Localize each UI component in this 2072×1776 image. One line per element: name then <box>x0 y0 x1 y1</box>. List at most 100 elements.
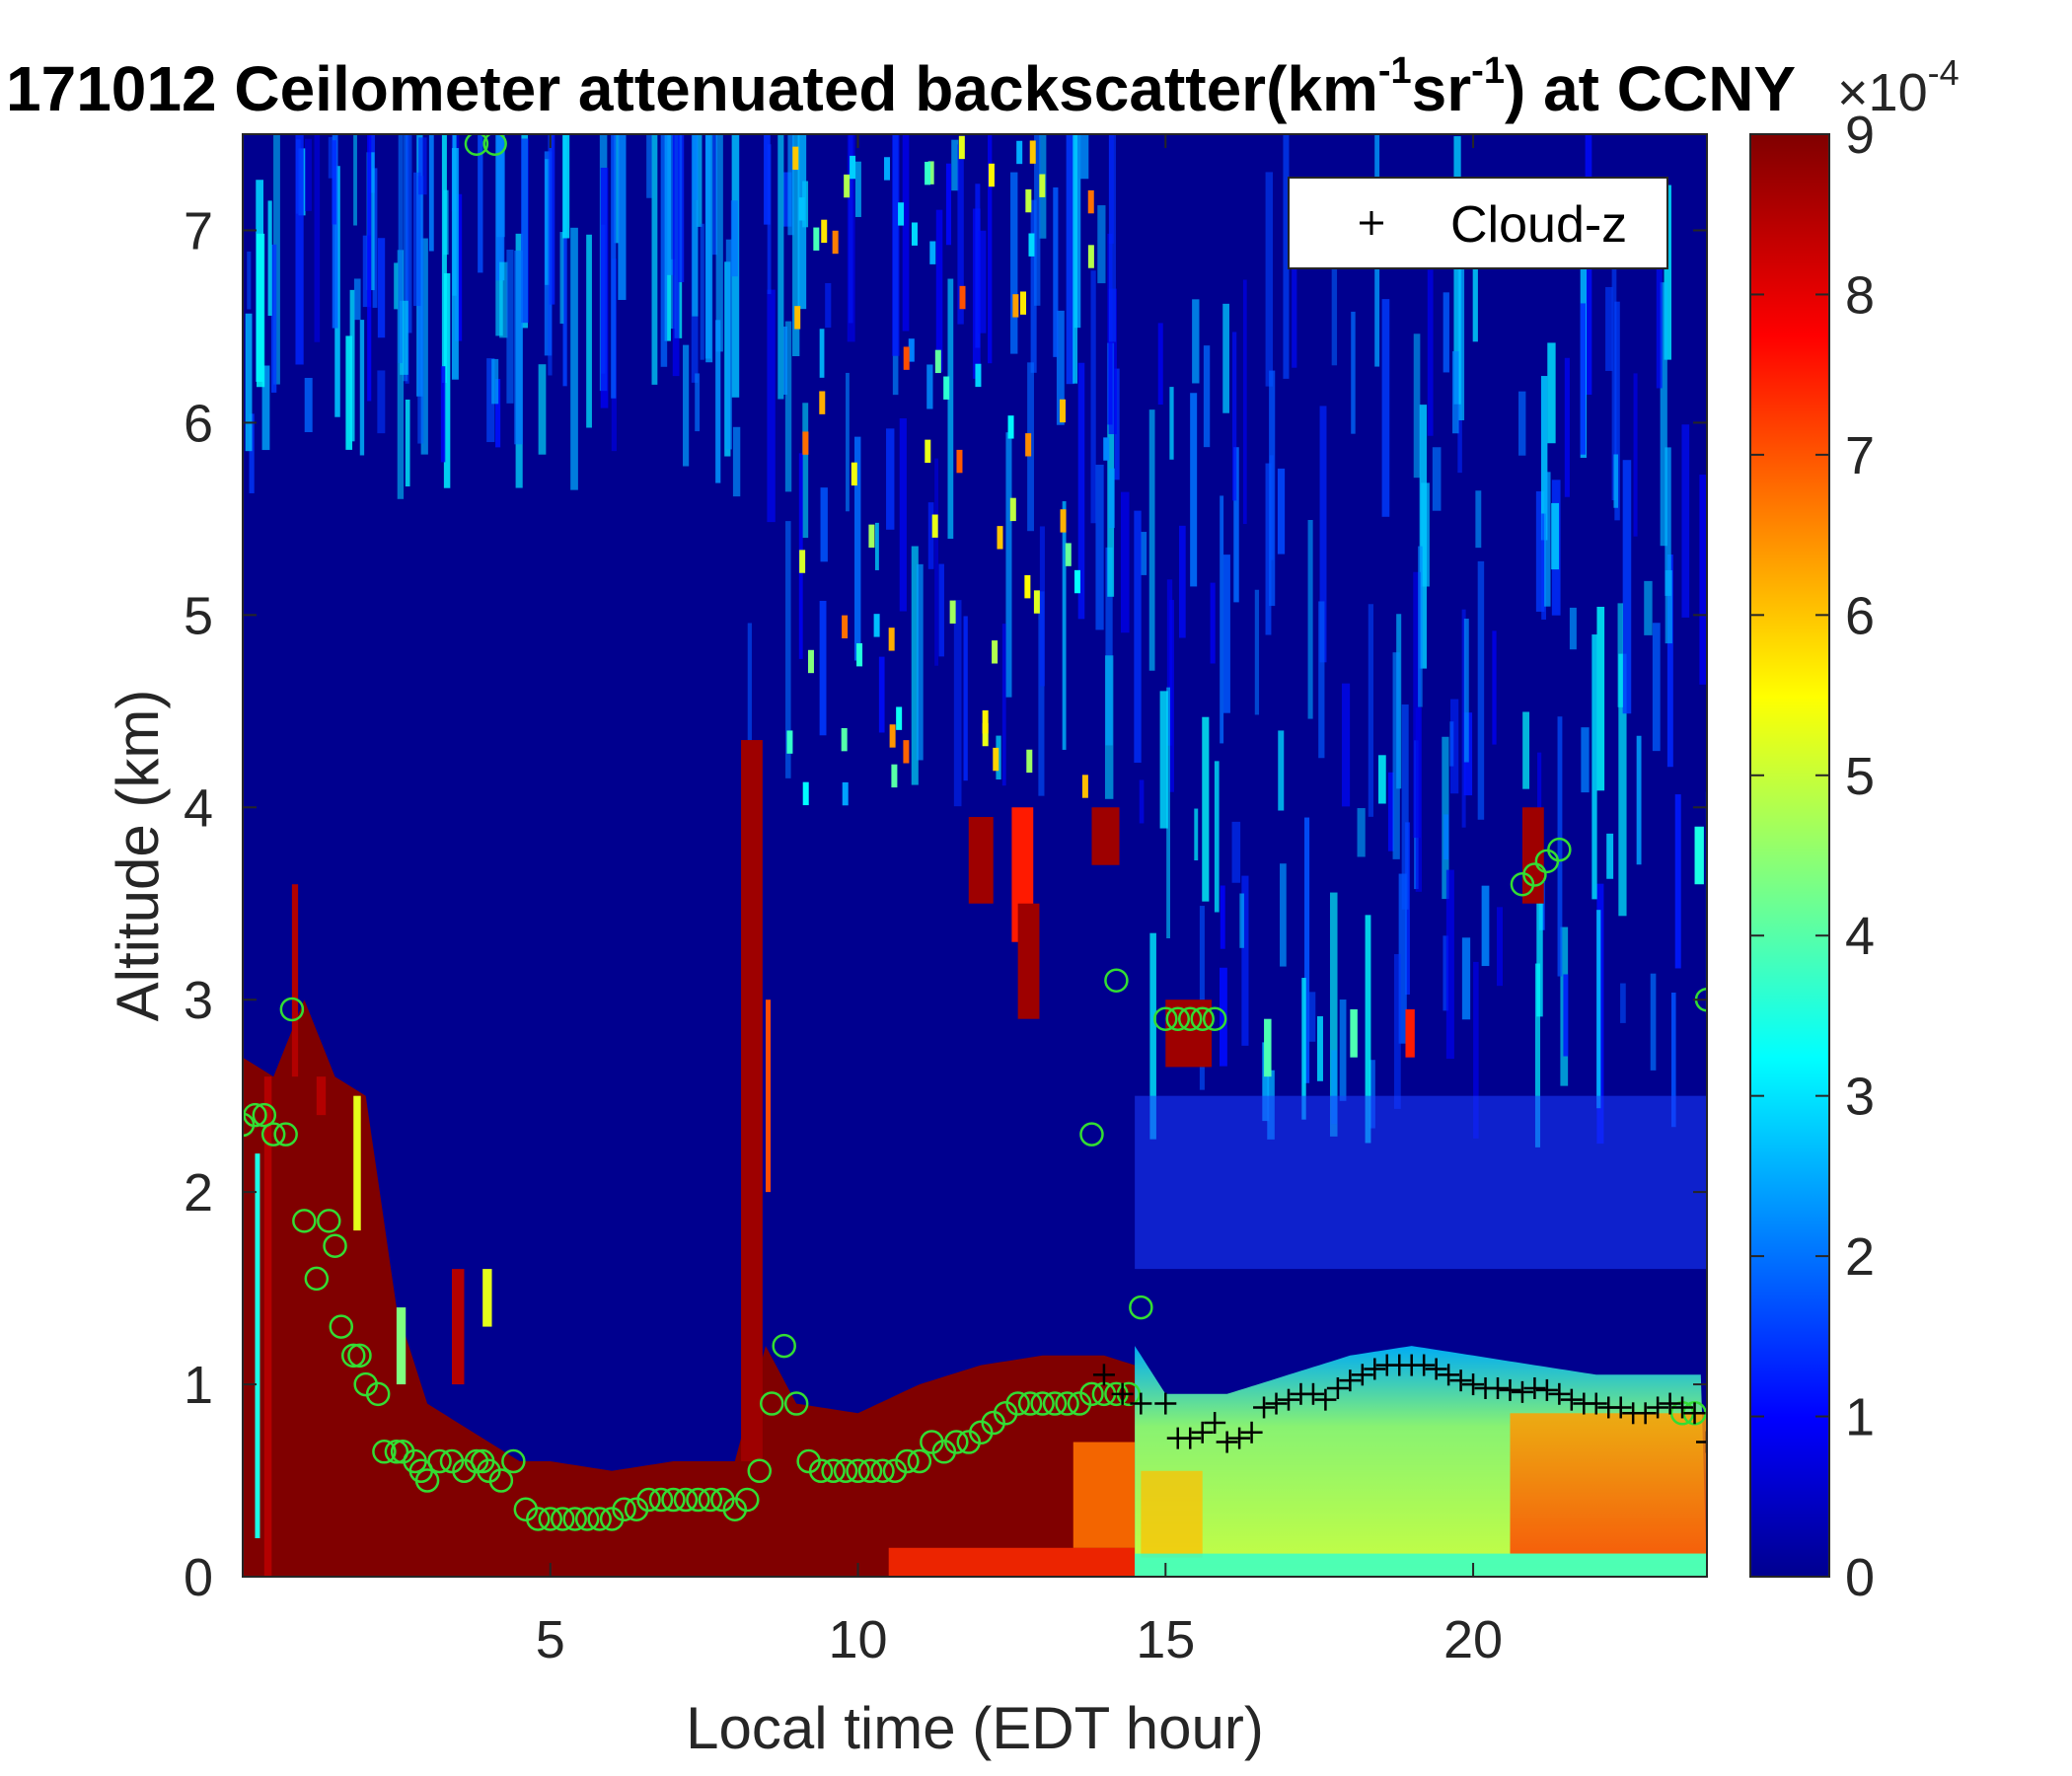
title-sup1: -1 <box>1378 50 1412 92</box>
heatmap-cell <box>506 250 514 404</box>
heatmap-cell <box>332 140 336 225</box>
cloud-z-marker <box>1154 1392 1177 1415</box>
y-tick-label: 0 <box>184 1548 213 1607</box>
heatmap-cell <box>683 344 690 467</box>
heatmap-cell <box>693 134 699 200</box>
heatmap-cell <box>868 524 875 549</box>
heatmap-cell <box>377 238 386 338</box>
heatmap-cell <box>1203 345 1211 448</box>
cloud-z-marker <box>1179 1427 1202 1449</box>
heatmap-cell <box>1413 571 1421 839</box>
heatmap-cell <box>1239 893 1244 948</box>
boundary-layer-height-marker <box>1547 837 1572 862</box>
plot-frame <box>242 133 1708 1578</box>
legend-marker-plus-icon <box>1360 211 1383 235</box>
boundary-layer-height-marker <box>648 1487 674 1513</box>
heatmap-cell <box>1472 246 1478 342</box>
heatmap-cell <box>854 161 861 217</box>
heatmap-cell <box>1026 749 1033 774</box>
heatmap-cell <box>1387 772 1394 851</box>
heatmap-cell <box>1650 973 1657 1071</box>
heatmap-cell <box>1108 288 1117 435</box>
heatmap-cell <box>1222 555 1230 713</box>
heatmap-cell <box>705 134 713 363</box>
heatmap-cell <box>514 250 523 445</box>
heatmap-cell <box>1606 833 1614 879</box>
heatmap-cell <box>1025 433 1032 457</box>
cloud-z-marker <box>1438 1364 1460 1386</box>
heatmap-cell <box>1652 623 1661 752</box>
boundary-layer-height-marker <box>1017 1391 1043 1416</box>
heatmap-cell <box>495 379 501 448</box>
boundary-layer-height-marker <box>304 1266 330 1292</box>
heatmap-cell <box>1020 291 1027 315</box>
cloud-z-marker <box>1585 1392 1607 1415</box>
heatmap-cell <box>1192 299 1200 384</box>
heatmap-cell <box>1087 189 1094 214</box>
boundary-layer-height-marker <box>698 1487 723 1513</box>
heatmap-cell <box>1157 323 1163 406</box>
cloud-z-marker <box>1449 1369 1472 1392</box>
heatmap-cell <box>692 134 699 317</box>
heatmap-cell <box>1007 415 1014 439</box>
cloud-z-marker <box>1671 1396 1694 1419</box>
heatmap-cell <box>854 436 861 661</box>
heatmap-cell <box>1596 910 1601 1109</box>
heatmap-cell <box>1033 590 1040 614</box>
heatmap-plot-area <box>242 133 1708 1578</box>
heatmap-cell <box>247 251 252 310</box>
heatmap-cell <box>332 134 338 329</box>
heatmap-cell <box>927 502 934 569</box>
heatmap-cell <box>521 138 530 324</box>
heatmap-cell <box>1090 270 1096 524</box>
heatmap-cell <box>1108 134 1116 342</box>
heatmap-cell <box>245 313 253 452</box>
heatmap-cell <box>1381 299 1390 517</box>
heatmap-cell <box>1534 963 1541 1147</box>
heatmap-cell <box>975 184 981 348</box>
y-axis-label: Altitude (km) <box>105 690 171 1022</box>
heatmap-cell <box>548 134 553 376</box>
boundary-layer-height-marker <box>279 997 305 1022</box>
heatmap-cell <box>925 161 931 185</box>
heatmap-cell <box>678 134 685 283</box>
heatmap-cell <box>1458 217 1465 420</box>
cloud-z-marker <box>1216 1431 1238 1453</box>
heatmap-cell <box>847 134 855 342</box>
heatmap-cell <box>562 134 570 239</box>
heatmap-cell <box>1265 172 1274 387</box>
heatmap-cell <box>821 219 828 244</box>
heatmap-cell <box>1331 246 1338 366</box>
heatmap-cell <box>1030 199 1037 373</box>
heatmap-cell <box>968 817 994 904</box>
heatmap-cell <box>1453 136 1461 405</box>
colorbar-multiplier-base: ×10 <box>1837 63 1928 122</box>
heatmap-cell <box>1674 794 1681 969</box>
heatmap-cell <box>499 261 508 338</box>
colorbar-tick-label: 0 <box>1845 1548 1875 1607</box>
heatmap-cell <box>819 329 825 378</box>
heatmap-cell <box>1569 607 1577 650</box>
boundary-layer-height-marker <box>562 1507 587 1531</box>
heatmap-cell <box>874 522 879 570</box>
heatmap-cell <box>291 884 299 1077</box>
heatmap-cell <box>316 1076 327 1116</box>
boundary-layer-height-marker <box>636 1487 661 1513</box>
heatmap-cell <box>1231 821 1241 883</box>
heatmap-cell <box>1401 704 1409 910</box>
heatmap-cell <box>1307 520 1313 719</box>
x-tick-label: 5 <box>536 1610 565 1669</box>
boundary-layer-height-marker <box>365 1381 391 1407</box>
boundary-layer-height-marker <box>292 1209 317 1233</box>
heatmap-cell <box>850 155 856 180</box>
heatmap-cell <box>715 320 721 483</box>
heatmap-cell <box>1179 525 1186 638</box>
heatmap-cell <box>1591 634 1597 900</box>
heatmap-cell <box>1105 547 1113 746</box>
heatmap-cell <box>1492 630 1497 745</box>
boundary-layer-height-marker <box>1190 1006 1215 1031</box>
heatmap-cell <box>1214 761 1220 913</box>
heatmap-cell <box>1073 569 1080 594</box>
heatmap-cell <box>891 764 898 788</box>
heatmap-cell <box>1304 817 1310 1083</box>
